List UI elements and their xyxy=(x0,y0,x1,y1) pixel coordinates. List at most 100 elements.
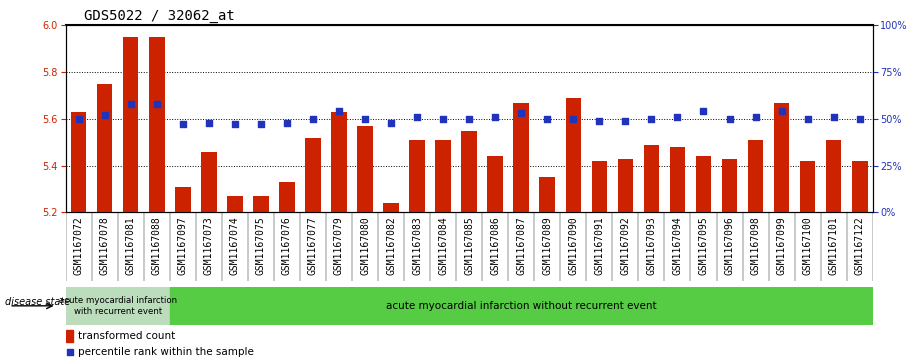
Point xyxy=(71,116,86,122)
Text: percentile rank within the sample: percentile rank within the sample xyxy=(78,347,254,357)
Point xyxy=(123,101,138,107)
Bar xyxy=(514,102,529,212)
Text: GSM1167074: GSM1167074 xyxy=(230,216,240,274)
Bar xyxy=(643,144,660,212)
Text: GSM1167101: GSM1167101 xyxy=(829,216,839,274)
Text: GSM1167084: GSM1167084 xyxy=(438,216,448,274)
Text: GSM1167078: GSM1167078 xyxy=(99,216,109,274)
Point xyxy=(826,114,841,120)
Bar xyxy=(696,156,711,212)
Bar xyxy=(169,287,873,325)
Point xyxy=(592,118,607,124)
Text: GSM1167076: GSM1167076 xyxy=(281,216,292,274)
Text: GSM1167122: GSM1167122 xyxy=(855,216,865,274)
Point xyxy=(774,109,789,114)
Point xyxy=(670,114,685,120)
Point xyxy=(384,120,398,126)
Bar xyxy=(332,112,347,212)
Bar xyxy=(305,138,321,212)
Text: GSM1167082: GSM1167082 xyxy=(386,216,396,274)
Point xyxy=(332,109,346,114)
Bar xyxy=(591,161,607,212)
Text: GSM1167079: GSM1167079 xyxy=(334,216,344,274)
Text: GSM1167072: GSM1167072 xyxy=(74,216,84,274)
Text: GSM1167092: GSM1167092 xyxy=(620,216,630,274)
Text: GSM1167089: GSM1167089 xyxy=(542,216,552,274)
Bar xyxy=(175,187,190,212)
Point xyxy=(228,122,242,127)
Text: GSM1167077: GSM1167077 xyxy=(308,216,318,274)
Text: GSM1167075: GSM1167075 xyxy=(256,216,266,274)
Bar xyxy=(201,152,217,212)
Bar xyxy=(123,37,138,212)
Bar xyxy=(852,161,867,212)
Bar xyxy=(148,37,165,212)
Bar xyxy=(748,140,763,212)
Point xyxy=(514,110,528,116)
Bar xyxy=(487,156,503,212)
Text: GSM1167086: GSM1167086 xyxy=(490,216,500,274)
Point xyxy=(149,101,164,107)
Point xyxy=(748,114,763,120)
Text: GSM1167080: GSM1167080 xyxy=(360,216,370,274)
Bar xyxy=(435,140,451,212)
Point xyxy=(306,116,321,122)
Point xyxy=(540,116,555,122)
Bar xyxy=(227,196,242,212)
Text: GSM1167073: GSM1167073 xyxy=(204,216,214,274)
Bar xyxy=(461,131,477,212)
Bar xyxy=(384,203,399,212)
Bar xyxy=(67,330,73,342)
Point xyxy=(462,116,476,122)
Bar xyxy=(539,177,555,212)
Point xyxy=(280,120,294,126)
Bar xyxy=(566,98,581,212)
Text: GDS5022 / 32062_at: GDS5022 / 32062_at xyxy=(84,9,234,23)
Text: disease state: disease state xyxy=(5,297,70,307)
Point xyxy=(253,122,268,127)
Text: GSM1167083: GSM1167083 xyxy=(412,216,422,274)
Point xyxy=(97,112,112,118)
Bar xyxy=(97,84,112,212)
Point xyxy=(358,116,373,122)
Text: GSM1167096: GSM1167096 xyxy=(724,216,734,274)
Point xyxy=(696,109,711,114)
Text: GSM1167095: GSM1167095 xyxy=(699,216,709,274)
Text: GSM1167090: GSM1167090 xyxy=(568,216,578,274)
Bar xyxy=(618,159,633,212)
Point xyxy=(176,122,190,127)
Point xyxy=(618,118,632,124)
Bar xyxy=(826,140,842,212)
Text: transformed count: transformed count xyxy=(78,331,176,341)
Text: GSM1167087: GSM1167087 xyxy=(517,216,527,274)
Text: GSM1167094: GSM1167094 xyxy=(672,216,682,274)
Point xyxy=(853,116,867,122)
Text: acute myocardial infarction without recurrent event: acute myocardial infarction without recu… xyxy=(386,301,657,311)
Text: GSM1167093: GSM1167093 xyxy=(647,216,657,274)
Point xyxy=(201,120,216,126)
Point xyxy=(488,114,503,120)
Bar xyxy=(253,196,269,212)
Bar xyxy=(279,182,295,212)
Point xyxy=(801,116,815,122)
Bar xyxy=(357,126,373,212)
Point xyxy=(644,116,659,122)
Text: GSM1167085: GSM1167085 xyxy=(465,216,474,274)
Point xyxy=(722,116,737,122)
Text: GSM1167088: GSM1167088 xyxy=(152,216,162,274)
Text: GSM1167081: GSM1167081 xyxy=(126,216,136,274)
Text: GSM1167091: GSM1167091 xyxy=(594,216,604,274)
Bar xyxy=(773,102,790,212)
Text: acute myocardial infarction
with recurrent event: acute myocardial infarction with recurre… xyxy=(58,296,177,315)
Text: GSM1167097: GSM1167097 xyxy=(178,216,188,274)
Text: GSM1167099: GSM1167099 xyxy=(776,216,786,274)
Point xyxy=(410,114,425,120)
Point xyxy=(63,349,77,355)
Point xyxy=(566,116,580,122)
Bar xyxy=(670,147,685,212)
Bar xyxy=(409,140,425,212)
Text: GSM1167098: GSM1167098 xyxy=(751,216,761,274)
Bar xyxy=(800,161,815,212)
Bar xyxy=(66,287,169,325)
Text: GSM1167100: GSM1167100 xyxy=(803,216,813,274)
